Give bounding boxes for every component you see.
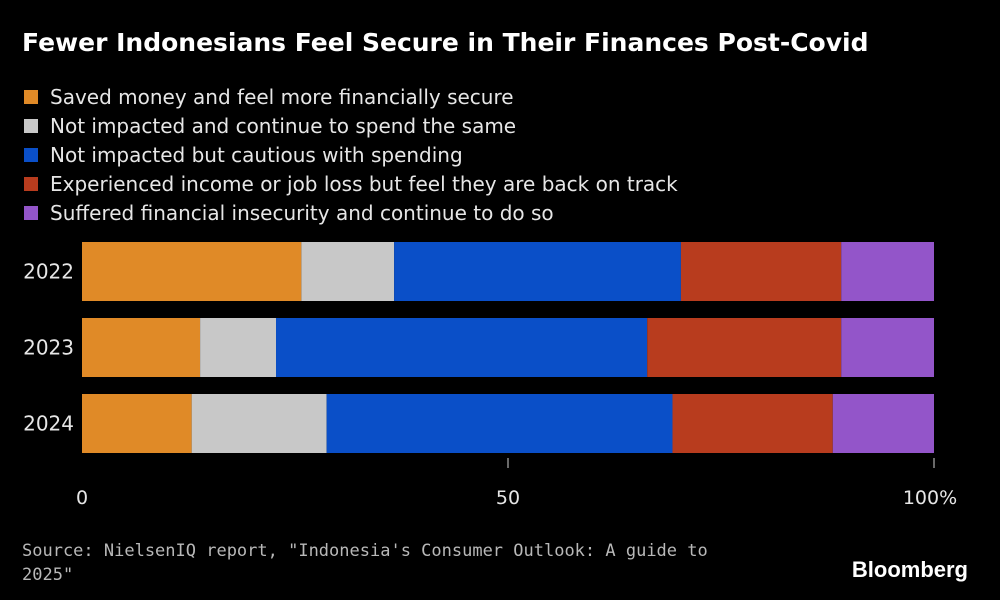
legend-item: Experienced income or job loss but feel … <box>24 169 678 198</box>
legend-item: Not impacted and continue to spend the s… <box>24 111 678 140</box>
x-tick-label: 100% <box>903 487 957 509</box>
legend-item: Suffered financial insecurity and contin… <box>24 198 678 227</box>
bar-segment-2024-series-2 <box>191 394 327 453</box>
legend-label: Suffered financial insecurity and contin… <box>50 200 554 225</box>
legend-swatch <box>24 205 38 220</box>
bar-segment-2023-series-1 <box>82 318 201 377</box>
bar-segment-2022-series-1 <box>82 242 302 301</box>
category-label-2022: 2022 <box>23 260 74 284</box>
category-label-2024: 2024 <box>23 412 74 436</box>
bar-segment-2022-series-5 <box>841 242 934 301</box>
legend-item: Saved money and feel more financially se… <box>24 82 678 111</box>
legend-swatch <box>24 118 38 133</box>
legend-label: Not impacted but cautious with spending <box>50 142 463 167</box>
bar-segment-2023-series-2 <box>200 318 277 377</box>
legend: Saved money and feel more financially se… <box>24 82 678 227</box>
legend-item: Not impacted but cautious with spending <box>24 140 678 169</box>
legend-label: Not impacted and continue to spend the s… <box>50 113 517 138</box>
x-tick-label: 0 <box>76 487 88 509</box>
bar-segment-2022-series-4 <box>680 242 842 301</box>
legend-swatch <box>24 89 38 104</box>
legend-swatch <box>24 176 38 191</box>
bar-segment-2023-series-3 <box>276 318 648 377</box>
chart-title: Fewer Indonesians Feel Secure in Their F… <box>22 28 869 57</box>
bar-segment-2024-series-1 <box>82 394 192 453</box>
legend-label: Saved money and feel more financially se… <box>50 84 514 109</box>
source-note: Source: NielsenIQ report, "Indonesia's C… <box>22 541 708 585</box>
bar-segment-2023-series-4 <box>647 318 842 377</box>
x-tick-label: 50 <box>496 487 520 509</box>
legend-label: Experienced income or job loss but feel … <box>50 171 678 196</box>
category-label-2023: 2023 <box>23 336 74 360</box>
bar-segment-2024-series-4 <box>672 394 833 453</box>
bar-segment-2024-series-5 <box>832 394 934 453</box>
bar-segment-2022-series-2 <box>301 242 395 301</box>
legend-swatch <box>24 147 38 162</box>
bar-segment-2022-series-3 <box>394 242 681 301</box>
bar-segment-2023-series-5 <box>841 318 934 377</box>
bloomberg-logo: Bloomberg <box>851 557 968 582</box>
bar-segment-2024-series-3 <box>326 394 673 453</box>
